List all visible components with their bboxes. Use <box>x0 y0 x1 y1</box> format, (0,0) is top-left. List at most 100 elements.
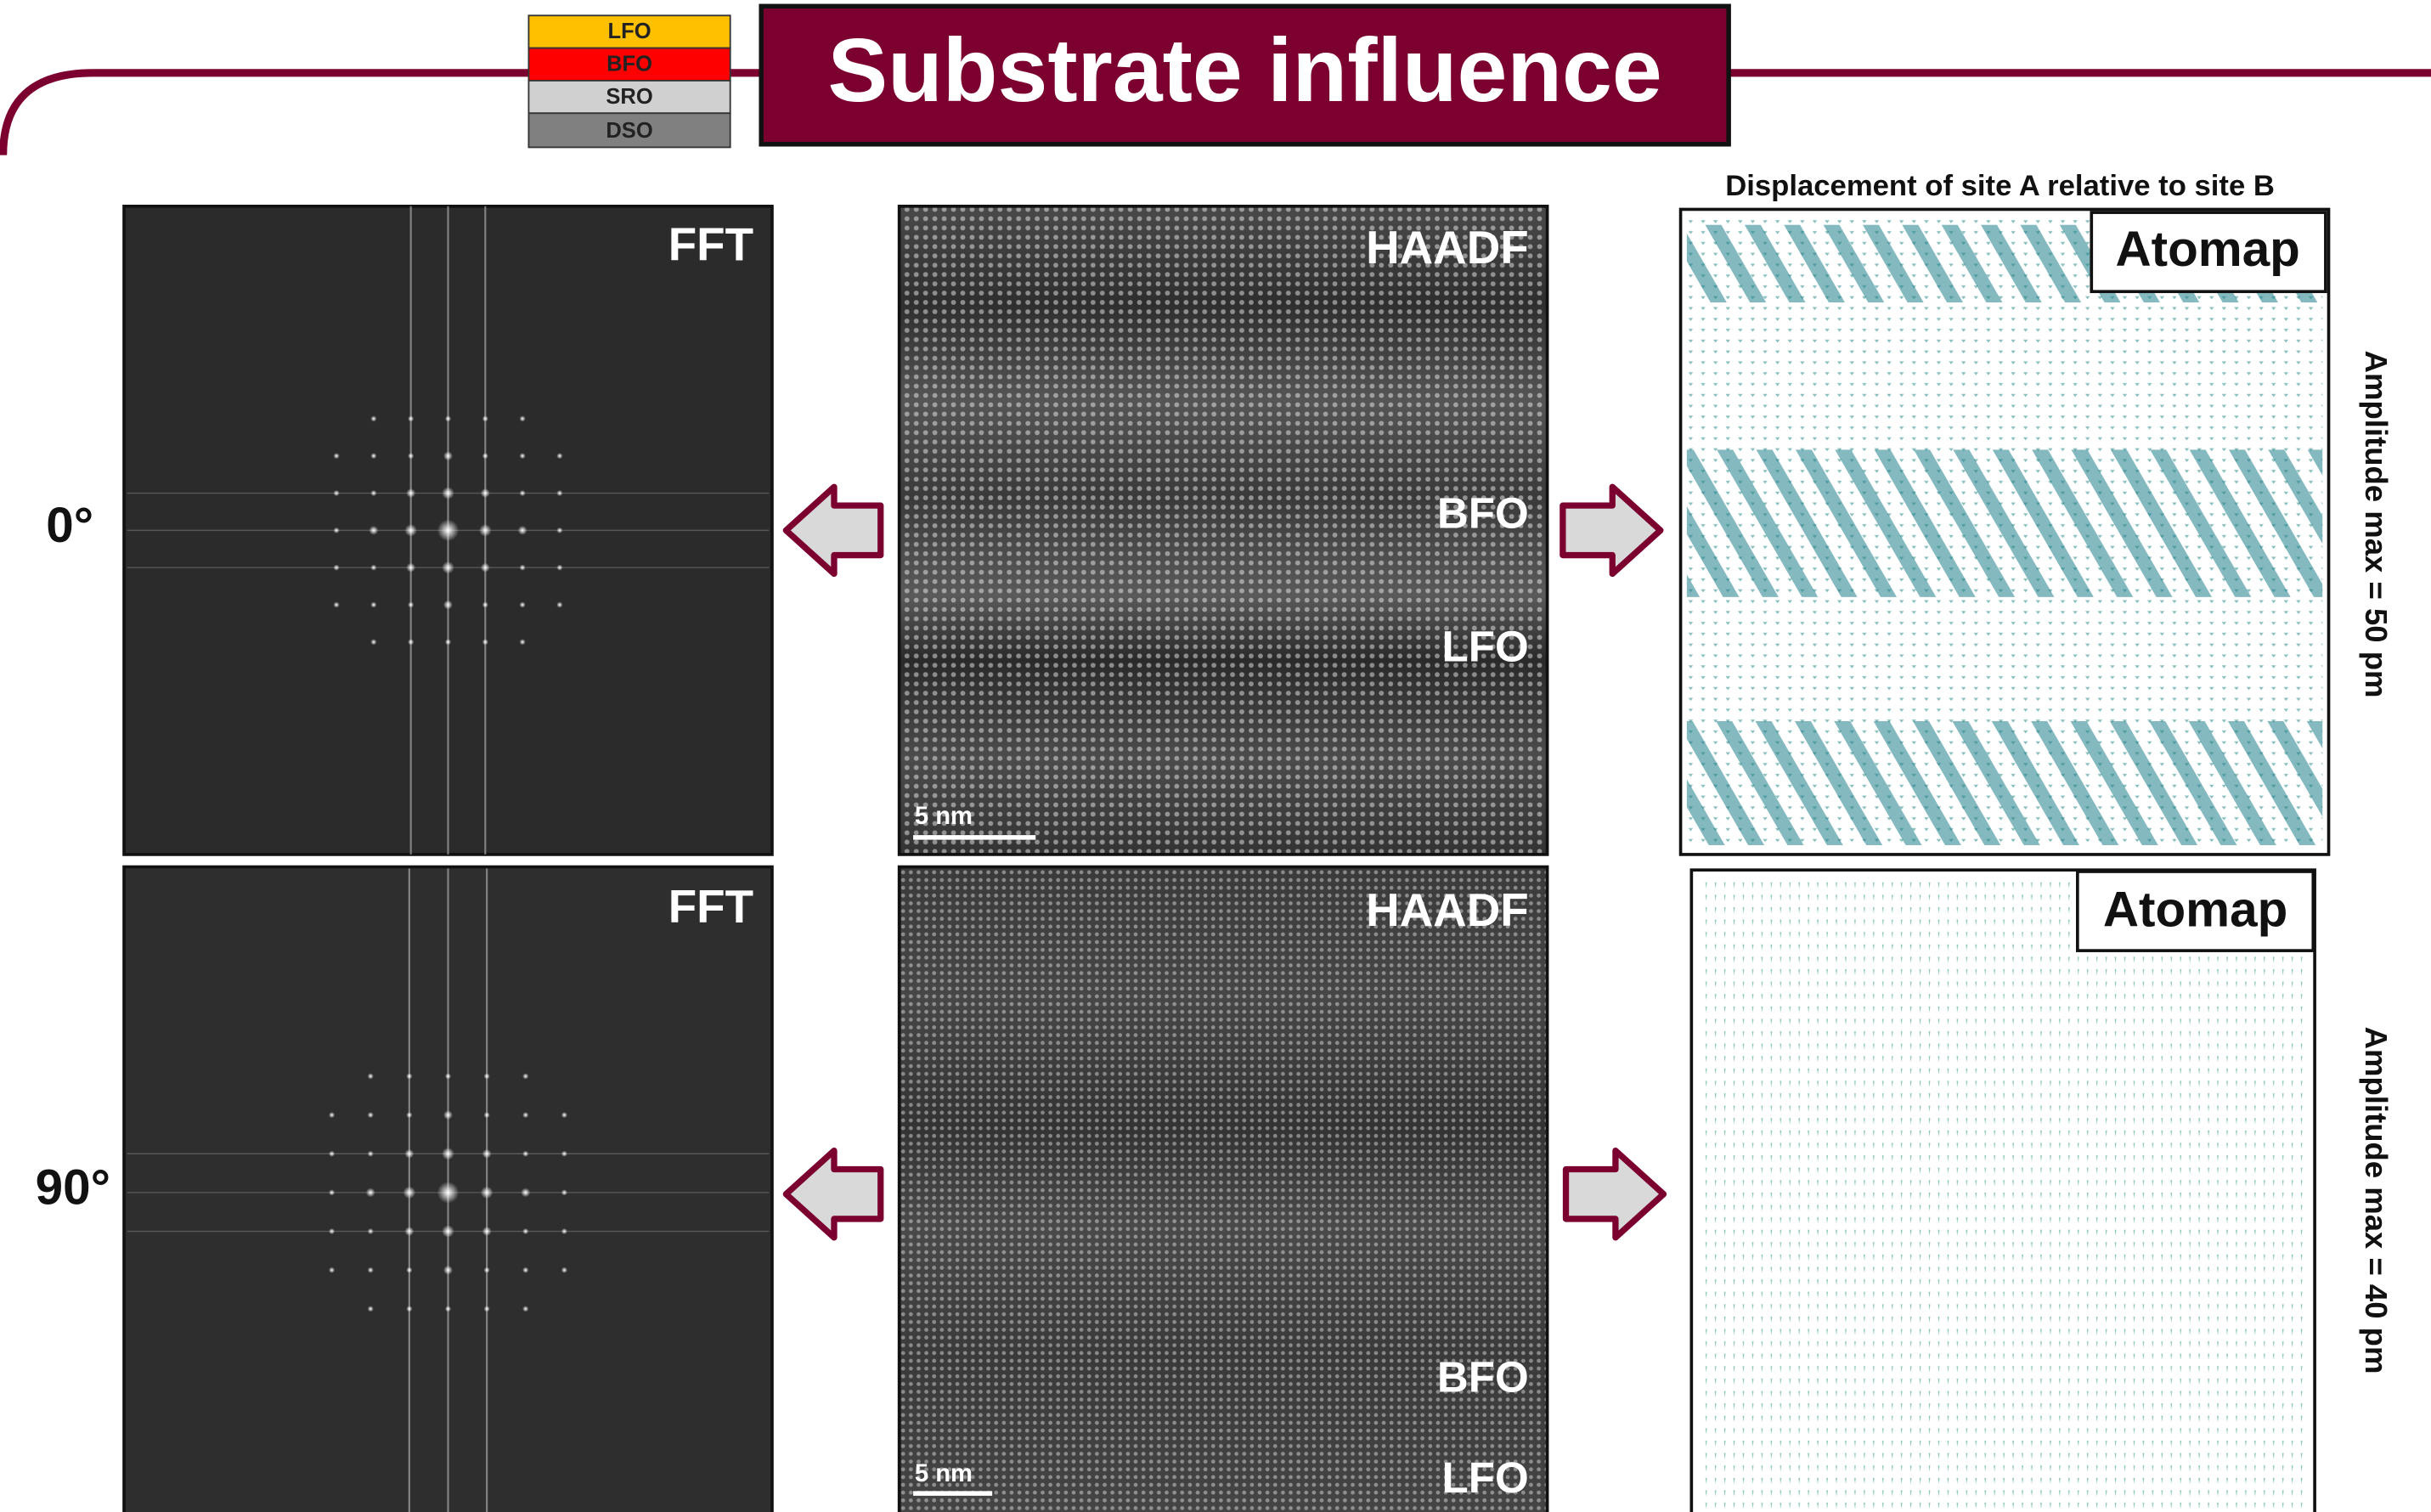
stack-label: LFO <box>608 20 651 43</box>
fft-feature <box>522 1151 528 1157</box>
arrow-left <box>786 1151 880 1238</box>
fft-feature <box>437 1182 460 1204</box>
fft-feature <box>482 1227 492 1236</box>
fft-feature <box>445 1306 451 1312</box>
fft-feature <box>443 601 453 610</box>
fft-feature <box>556 453 562 459</box>
layer-label: BFO <box>1437 1352 1529 1401</box>
fft-feature <box>482 1149 492 1159</box>
fft-feature <box>406 1112 412 1118</box>
fft-feature <box>483 1306 489 1312</box>
fft-feature <box>442 1148 454 1160</box>
fft-feature <box>482 601 488 607</box>
fft-feature <box>406 1073 412 1079</box>
fft-feature <box>445 639 451 645</box>
fft-feature <box>368 1267 374 1273</box>
fft-feature <box>519 490 525 496</box>
arrow-right <box>1566 1151 1664 1238</box>
fft-feature <box>406 563 415 573</box>
caption: Displacement of site A relative to site … <box>1725 170 2275 202</box>
amplitude-label: Amplitude max = 50 pm <box>2359 351 2394 698</box>
haadf-label: HAADF <box>1366 883 1529 936</box>
fft-feature <box>404 1227 414 1236</box>
fft-image <box>124 867 772 1512</box>
fft-feature <box>445 1073 451 1079</box>
fft-feature <box>368 1073 374 1079</box>
fft-feature <box>329 1189 335 1195</box>
fft-feature <box>408 453 414 459</box>
fft-feature <box>521 1188 530 1197</box>
fft-feature <box>368 1228 374 1234</box>
fft-feature <box>561 1228 567 1234</box>
fft-feature <box>483 1112 489 1118</box>
fft-feature <box>366 1188 375 1197</box>
fft-feature <box>333 528 339 533</box>
fft-feature <box>519 453 525 459</box>
fft-feature <box>482 415 488 421</box>
fft-feature <box>482 639 488 645</box>
scale-label: 5 nm <box>915 803 973 830</box>
stack-label: DSO <box>606 119 652 143</box>
fft-feature <box>437 520 460 542</box>
arrow-right <box>1563 487 1661 573</box>
fft-feature <box>522 1073 528 1079</box>
fft-feature <box>481 1187 494 1199</box>
fft-feature <box>443 451 453 460</box>
fft-feature <box>329 1112 335 1118</box>
fft-feature <box>556 490 562 496</box>
atomap-image <box>1681 209 2329 854</box>
slide: LFO BFO SRO DSO Substrate influence Disp… <box>0 0 2431 1512</box>
fft-feature <box>370 453 376 459</box>
angle-label: 0° <box>46 498 93 553</box>
layer-label: BFO <box>1437 488 1529 537</box>
fft-feature <box>482 453 488 459</box>
fft-feature <box>561 1267 567 1273</box>
fft-feature <box>522 1267 528 1273</box>
fft-feature <box>522 1306 528 1312</box>
fft-feature <box>519 415 525 421</box>
fft-feature <box>519 565 525 571</box>
fft-feature <box>442 1225 454 1238</box>
fft-image <box>124 206 772 855</box>
fft-feature <box>556 528 562 533</box>
title: Substrate influence <box>828 20 1662 121</box>
fft-feature <box>481 488 490 498</box>
haadf-image <box>900 867 1548 1512</box>
fft-feature <box>442 561 454 574</box>
stack-label: SRO <box>606 85 652 109</box>
page: {"header": {"title": "Substrate influenc… <box>0 0 2431 1512</box>
haadf-label: HAADF <box>1366 221 1529 274</box>
fft-feature <box>403 1187 416 1199</box>
fft-feature <box>370 639 376 645</box>
fft-feature <box>370 415 376 421</box>
fft-feature <box>519 601 525 607</box>
fft-label: FFT <box>668 880 753 933</box>
layer-stack: LFO BFO SRO DSO <box>528 15 730 147</box>
fft-feature <box>370 601 376 607</box>
fft-feature <box>556 601 562 607</box>
fft-feature <box>481 563 490 573</box>
fft-feature <box>522 1228 528 1234</box>
fft-feature <box>406 488 415 498</box>
fft-feature <box>408 601 414 607</box>
fft-feature <box>561 1189 567 1195</box>
fft-feature <box>329 1228 335 1234</box>
fft-feature <box>404 1149 414 1159</box>
fft-feature <box>329 1151 335 1157</box>
fft-feature <box>329 1267 335 1273</box>
fft-feature <box>483 1073 489 1079</box>
atomap-image <box>1691 870 2315 1512</box>
scale-label: 5 nm <box>915 1460 973 1487</box>
angle-label: 90° <box>36 1160 110 1216</box>
fft-feature <box>519 639 525 645</box>
fft-label: FFT <box>668 218 753 271</box>
fft-feature <box>370 565 376 571</box>
layer-label: LFO <box>1442 622 1529 670</box>
fft-feature <box>561 1151 567 1157</box>
atomap-label: Atomap <box>2115 222 2299 277</box>
fft-feature <box>406 1267 412 1273</box>
fft-feature <box>369 526 378 535</box>
fft-feature <box>368 1151 374 1157</box>
fft-feature <box>518 526 527 535</box>
fft-feature <box>368 1306 374 1312</box>
